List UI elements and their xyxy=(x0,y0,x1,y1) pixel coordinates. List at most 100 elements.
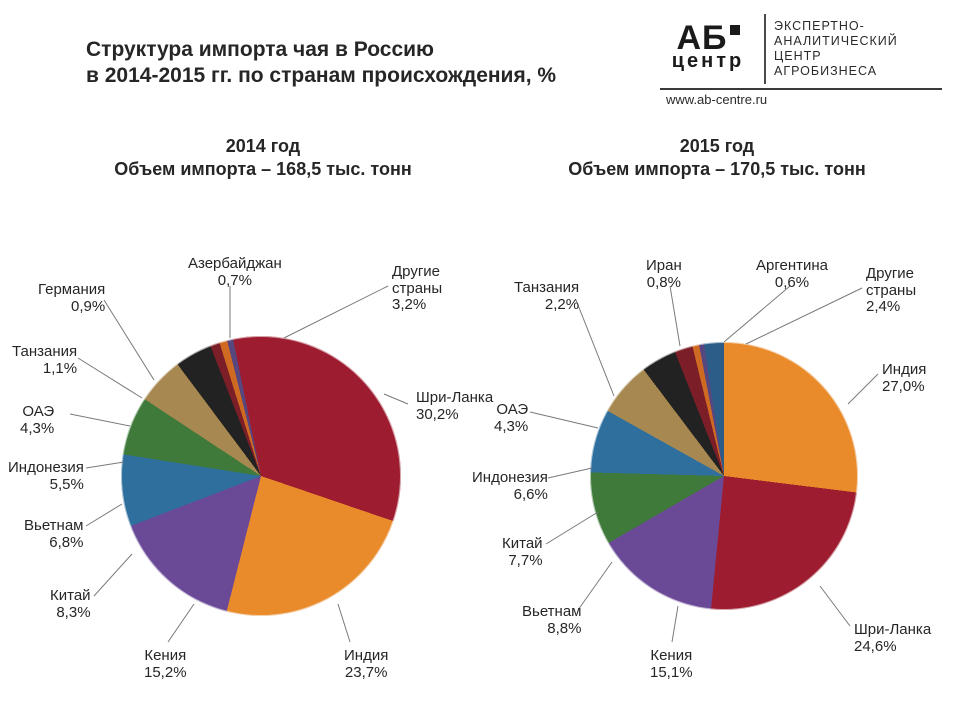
logo-url: www.ab-centre.ru xyxy=(660,92,942,107)
logo-line3: ЦЕНТР xyxy=(774,49,942,64)
slice-label: Индия27,0% xyxy=(882,362,926,395)
logo-line4: АГРОБИЗНЕСА xyxy=(774,64,942,79)
chart-2015-title: 2015 год Объем импорта – 170,5 тыс. тонн xyxy=(502,135,932,180)
slice-label-line: 4,3% xyxy=(20,421,54,438)
slice-label-line: 27,0% xyxy=(882,379,926,396)
chart-2014-title-line1: 2014 год xyxy=(48,135,478,158)
slice-label: Шри-Ланка24,6% xyxy=(854,622,931,655)
logo-rule xyxy=(660,88,942,90)
slice-label: Кения15,2% xyxy=(144,648,187,681)
slice-label: ОАЭ4,3% xyxy=(494,402,528,435)
slice-label: Танзания1,1% xyxy=(12,344,77,377)
slice-label: Аргентина0,6% xyxy=(756,258,828,291)
leader-line xyxy=(578,562,612,610)
slice-label: Вьетнам8,8% xyxy=(522,604,581,637)
slice-label-line: Танзания xyxy=(12,344,77,361)
slice-label-line: 7,7% xyxy=(502,553,543,570)
slice-label-line: Вьетнам xyxy=(522,604,581,621)
slice-label-line: 0,8% xyxy=(646,275,682,292)
chart-2014-title: 2014 год Объем импорта – 168,5 тыс. тонн xyxy=(48,135,478,180)
slice-label-line: ОАЭ xyxy=(494,402,528,419)
leader-line xyxy=(746,288,862,344)
chart-2015: 2015 год Объем импорта – 170,5 тыс. тонн… xyxy=(502,135,932,706)
slice-label-line: 24,6% xyxy=(854,639,931,656)
slice-label: Иран0,8% xyxy=(646,258,682,291)
leader-line xyxy=(86,504,122,526)
slice-label-line: ОАЭ xyxy=(20,404,54,421)
leader-line xyxy=(168,604,194,642)
slice-label: Вьетнам6,8% xyxy=(24,518,83,551)
slice-label: Шри-Ланка30,2% xyxy=(416,390,493,423)
slice-label-line: Германия xyxy=(38,282,105,299)
chart-2015-title-line1: 2015 год xyxy=(502,135,932,158)
leader-line xyxy=(670,286,680,346)
slice-label-line: Индия xyxy=(344,648,388,665)
slice-label-line: 0,7% xyxy=(188,273,282,290)
logo-line2: АНАЛИТИЧЕСКИЙ xyxy=(774,34,942,49)
slice-label-line: Китай xyxy=(50,588,91,605)
slice-label: Танзания2,2% xyxy=(514,280,579,313)
leader-line xyxy=(284,286,388,338)
slice-label-line: 5,5% xyxy=(8,477,84,494)
chart-2014-area: Шри-Ланка30,2%Индия23,7%Кения15,2%Китай8… xyxy=(48,186,478,706)
slice-label-line: Иран xyxy=(646,258,682,275)
title-line2: в 2014-2015 гг. по странам происхождения… xyxy=(86,63,556,89)
slice-label-line: 30,2% xyxy=(416,407,493,424)
leader-line xyxy=(820,586,850,626)
slice-label: Другиестраны2,4% xyxy=(866,266,916,316)
logo-tagline: ЭКСПЕРТНО- АНАЛИТИЧЕСКИЙ ЦЕНТР АГРОБИЗНЕ… xyxy=(774,10,942,88)
slice-label-line: 0,9% xyxy=(38,299,105,316)
slice-label-line: Индонезия xyxy=(472,470,548,487)
slice-label-line: 0,6% xyxy=(756,275,828,292)
slice-label-line: 1,1% xyxy=(12,361,77,378)
slice-label-line: 2,2% xyxy=(514,297,579,314)
slice-label-line: 15,1% xyxy=(650,665,693,682)
slice-label-line: Аргентина xyxy=(756,258,828,275)
slice-label-line: 3,2% xyxy=(392,297,442,314)
slice-label-line: 2,4% xyxy=(866,299,916,316)
title-line1: Структура импорта чая в Россию xyxy=(86,37,556,63)
slice-label-line: Кения xyxy=(650,648,693,665)
slice-label: Кения15,1% xyxy=(650,648,693,681)
slice-label: Индонезия6,6% xyxy=(472,470,548,503)
leader-line xyxy=(548,468,592,478)
slice-label: Другиестраны3,2% xyxy=(392,264,442,314)
leader-line xyxy=(86,462,124,468)
slice-label-line: 15,2% xyxy=(144,665,187,682)
leader-line xyxy=(576,300,614,396)
leader-line xyxy=(70,414,130,426)
leader-line xyxy=(724,286,790,342)
leader-line xyxy=(338,604,350,642)
leader-line xyxy=(384,394,408,404)
slice-label-line: 6,6% xyxy=(472,487,548,504)
slice-label: Китай8,3% xyxy=(50,588,91,621)
logo-mark: АБ центр xyxy=(660,10,756,88)
slice-label-line: Кения xyxy=(144,648,187,665)
slice-label-line: 8,3% xyxy=(50,605,91,622)
logo: АБ центр ЭКСПЕРТНО- АНАЛИТИЧЕСКИЙ ЦЕНТР … xyxy=(660,10,942,88)
slice-label: Азербайджан0,7% xyxy=(188,256,282,289)
slice-label-line: 6,8% xyxy=(24,535,83,552)
slice-label: Китай7,7% xyxy=(502,536,543,569)
slice-label-line: Азербайджан xyxy=(188,256,282,273)
slice-label-line: Танзания xyxy=(514,280,579,297)
slice-label-line: Другие xyxy=(866,266,916,283)
slice-label: Индия23,7% xyxy=(344,648,388,681)
slice-label-line: 8,8% xyxy=(522,621,581,638)
leader-line xyxy=(104,300,154,380)
slice-label-line: 23,7% xyxy=(344,665,388,682)
slice-label-line: Вьетнам xyxy=(24,518,83,535)
leader-line xyxy=(546,512,598,544)
slice-label-line: Шри-Ланка xyxy=(416,390,493,407)
slice-label-line: Китай xyxy=(502,536,543,553)
chart-2014-title-line2: Объем импорта – 168,5 тыс. тонн xyxy=(48,158,478,181)
leader-line xyxy=(530,412,598,428)
leader-line xyxy=(672,606,678,642)
slice-label-line: страны xyxy=(392,281,442,298)
page-title: Структура импорта чая в Россию в 2014-20… xyxy=(86,37,556,90)
chart-2015-title-line2: Объем импорта – 170,5 тыс. тонн xyxy=(502,158,932,181)
slice-label-line: 4,3% xyxy=(494,419,528,436)
slice-label: ОАЭ4,3% xyxy=(20,404,54,437)
slice-label-line: Шри-Ланка xyxy=(854,622,931,639)
slice-label-line: Другие xyxy=(392,264,442,281)
